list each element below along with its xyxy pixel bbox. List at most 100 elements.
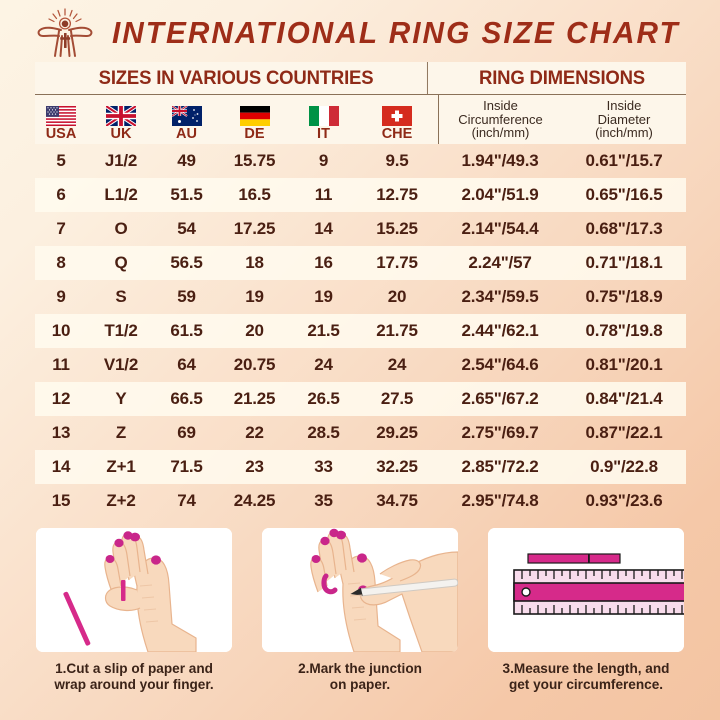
cell-it: 35 xyxy=(314,491,333,510)
cell-usa: 7 xyxy=(56,219,66,238)
cell-usa: 9 xyxy=(56,287,66,306)
cell-usa: 10 xyxy=(51,321,71,340)
cell-circumference: 2.85"/72.2 xyxy=(461,457,539,476)
cell-au: 59 xyxy=(177,287,196,306)
risen-christ-cross-logo-icon xyxy=(28,6,102,58)
cell-usa: 13 xyxy=(51,423,71,442)
cell-au: 56.5 xyxy=(170,253,203,272)
cell-de: 17.25 xyxy=(233,219,276,238)
cell-uk: Q xyxy=(114,253,128,272)
cell-diameter: 0.9"/22.8 xyxy=(590,457,658,476)
cell-de: 18 xyxy=(245,253,264,272)
flag-germany-icon xyxy=(239,105,270,127)
cell-it: 21.5 xyxy=(307,321,340,340)
cell-circumference: 2.95"/74.8 xyxy=(461,491,539,510)
caption-3-line2: get your circumference. xyxy=(508,677,664,692)
flag-italy-icon xyxy=(308,105,339,127)
cell-au: 69 xyxy=(177,423,196,442)
table-group-header-row: SIZES IN VARIOUS COUNTRIES RING DIMENSIO… xyxy=(35,62,686,95)
column-header-usa: USA xyxy=(35,95,87,144)
table-row: 12 Y 66.5 21.25 26.5 27.5 2.65"/67.2 0.84"/21.4 xyxy=(35,382,686,416)
cell-au: 61.5 xyxy=(170,321,203,340)
cell-che: 32.25 xyxy=(376,457,418,476)
cell-it: 33 xyxy=(314,457,333,476)
cell-che: 20 xyxy=(387,287,407,306)
column-code-usa: USA xyxy=(45,126,77,142)
group-header-dimensions: RING DIMENSIONS xyxy=(479,66,645,89)
cell-che: 17.75 xyxy=(376,253,418,272)
cell-de: 22 xyxy=(245,423,264,442)
cell-de: 23 xyxy=(245,457,264,476)
cell-uk: T1/2 xyxy=(104,321,138,340)
cell-uk: Z+1 xyxy=(106,457,136,476)
column-code-it: IT xyxy=(317,126,330,142)
cell-circumference: 2.75"/69.7 xyxy=(461,423,539,442)
instruction-caption-1: 1.Cut a slip of paper and wrap around yo… xyxy=(36,661,232,693)
page-title: INTERNATIONAL RING SIZE CHART xyxy=(112,15,680,50)
cell-uk: Z xyxy=(115,423,127,442)
cell-uk: S xyxy=(115,287,127,306)
cell-uk: Y xyxy=(115,389,127,408)
instruction-panel-3: 3.Measure the length, and get your circu… xyxy=(488,528,684,720)
circumference-line3: (inch/mm) xyxy=(471,125,530,141)
flag-australia-icon xyxy=(171,105,202,127)
cell-it: 11 xyxy=(314,185,333,204)
caption-1-line2: wrap around your finger. xyxy=(54,677,214,692)
cell-diameter: 0.75"/18.9 xyxy=(585,287,663,306)
cell-usa: 5 xyxy=(56,151,66,170)
flag-uk-icon xyxy=(106,105,136,127)
table-row: 8 Q 56.5 18 16 17.75 2.24"/57 0.71"/18.1 xyxy=(35,246,686,280)
cell-diameter: 0.68"/17.3 xyxy=(585,219,663,238)
table-row: 13 Z 69 22 28.5 29.25 2.75"/69.7 0.87"/22.1 xyxy=(35,416,686,450)
cell-it: 26.5 xyxy=(307,389,340,408)
cell-uk: L1/2 xyxy=(104,185,138,204)
cell-che: 21.75 xyxy=(376,321,418,340)
cell-diameter: 0.61"/15.7 xyxy=(585,151,663,170)
cell-au: 74 xyxy=(177,491,196,510)
cell-au: 71.5 xyxy=(170,457,203,476)
cell-de: 19 xyxy=(245,287,264,306)
instruction-panel-2: 2.Mark the junction on paper. xyxy=(262,528,458,720)
cell-usa: 8 xyxy=(56,253,66,272)
table-row: 9 S 59 19 19 20 2.34"/59.5 0.75"/18.9 xyxy=(35,280,686,314)
cell-it: 9 xyxy=(318,151,329,170)
cell-it: 16 xyxy=(314,253,333,272)
diameter-line2: Diameter xyxy=(597,111,651,127)
cell-de: 16.5 xyxy=(238,185,271,204)
cell-uk: Z+2 xyxy=(106,491,136,510)
cell-de: 24.25 xyxy=(233,491,276,510)
cell-che: 34.75 xyxy=(376,491,418,510)
column-code-au: AU xyxy=(176,126,197,142)
cell-au: 64 xyxy=(177,355,196,374)
caption-3-line1: 3.Measure the length, and xyxy=(502,661,670,676)
cell-circumference: 2.65"/67.2 xyxy=(461,389,539,408)
cell-usa: 12 xyxy=(51,389,71,408)
cell-circumference: 2.14"/54.4 xyxy=(461,219,539,238)
cell-uk: J1/2 xyxy=(104,151,138,170)
two-hands-marking-pen-illustration-icon xyxy=(262,528,458,652)
cell-diameter: 0.65"/16.5 xyxy=(585,185,663,204)
table-row: 5 J1/2 49 15.75 9 9.5 1.94"/49.3 0.61"/15.7 xyxy=(35,144,686,178)
group-header-sizes: SIZES IN VARIOUS COUNTRIES xyxy=(45,62,428,94)
ruler-measuring-strip-illustration-icon xyxy=(488,528,684,652)
chart-header: INTERNATIONAL RING SIZE CHART xyxy=(0,0,720,60)
table-row: 14 Z+1 71.5 23 33 32.25 2.85"/72.2 0.9"/22.8 xyxy=(35,450,686,484)
caption-2-line1: 2.Mark the junction xyxy=(298,661,422,676)
cell-de: 15.75 xyxy=(233,151,276,170)
cell-che: 12.75 xyxy=(376,185,418,204)
table-row: 6 L1/2 51.5 16.5 11 12.75 2.04"/51.9 0.65"/16.5 xyxy=(35,178,686,212)
cell-circumference: 2.24"/57 xyxy=(468,253,532,272)
column-code-de: DE xyxy=(244,126,265,142)
instruction-caption-3: 3.Measure the length, and get your circu… xyxy=(488,661,684,693)
instruction-caption-2: 2.Mark the junction on paper. xyxy=(262,661,458,693)
cell-usa: 14 xyxy=(51,457,71,476)
hand-with-paper-strip-illustration-icon xyxy=(36,528,232,652)
cell-diameter: 0.84"/21.4 xyxy=(585,389,663,408)
cell-diameter: 0.78"/19.8 xyxy=(585,321,663,340)
flag-switzerland-icon xyxy=(382,105,412,127)
column-header-uk: UK xyxy=(87,95,155,144)
cell-uk: O xyxy=(114,219,128,238)
cell-it: 24 xyxy=(314,355,333,374)
cell-circumference: 2.34"/59.5 xyxy=(461,287,539,306)
cell-circumference: 2.04"/51.9 xyxy=(461,185,539,204)
